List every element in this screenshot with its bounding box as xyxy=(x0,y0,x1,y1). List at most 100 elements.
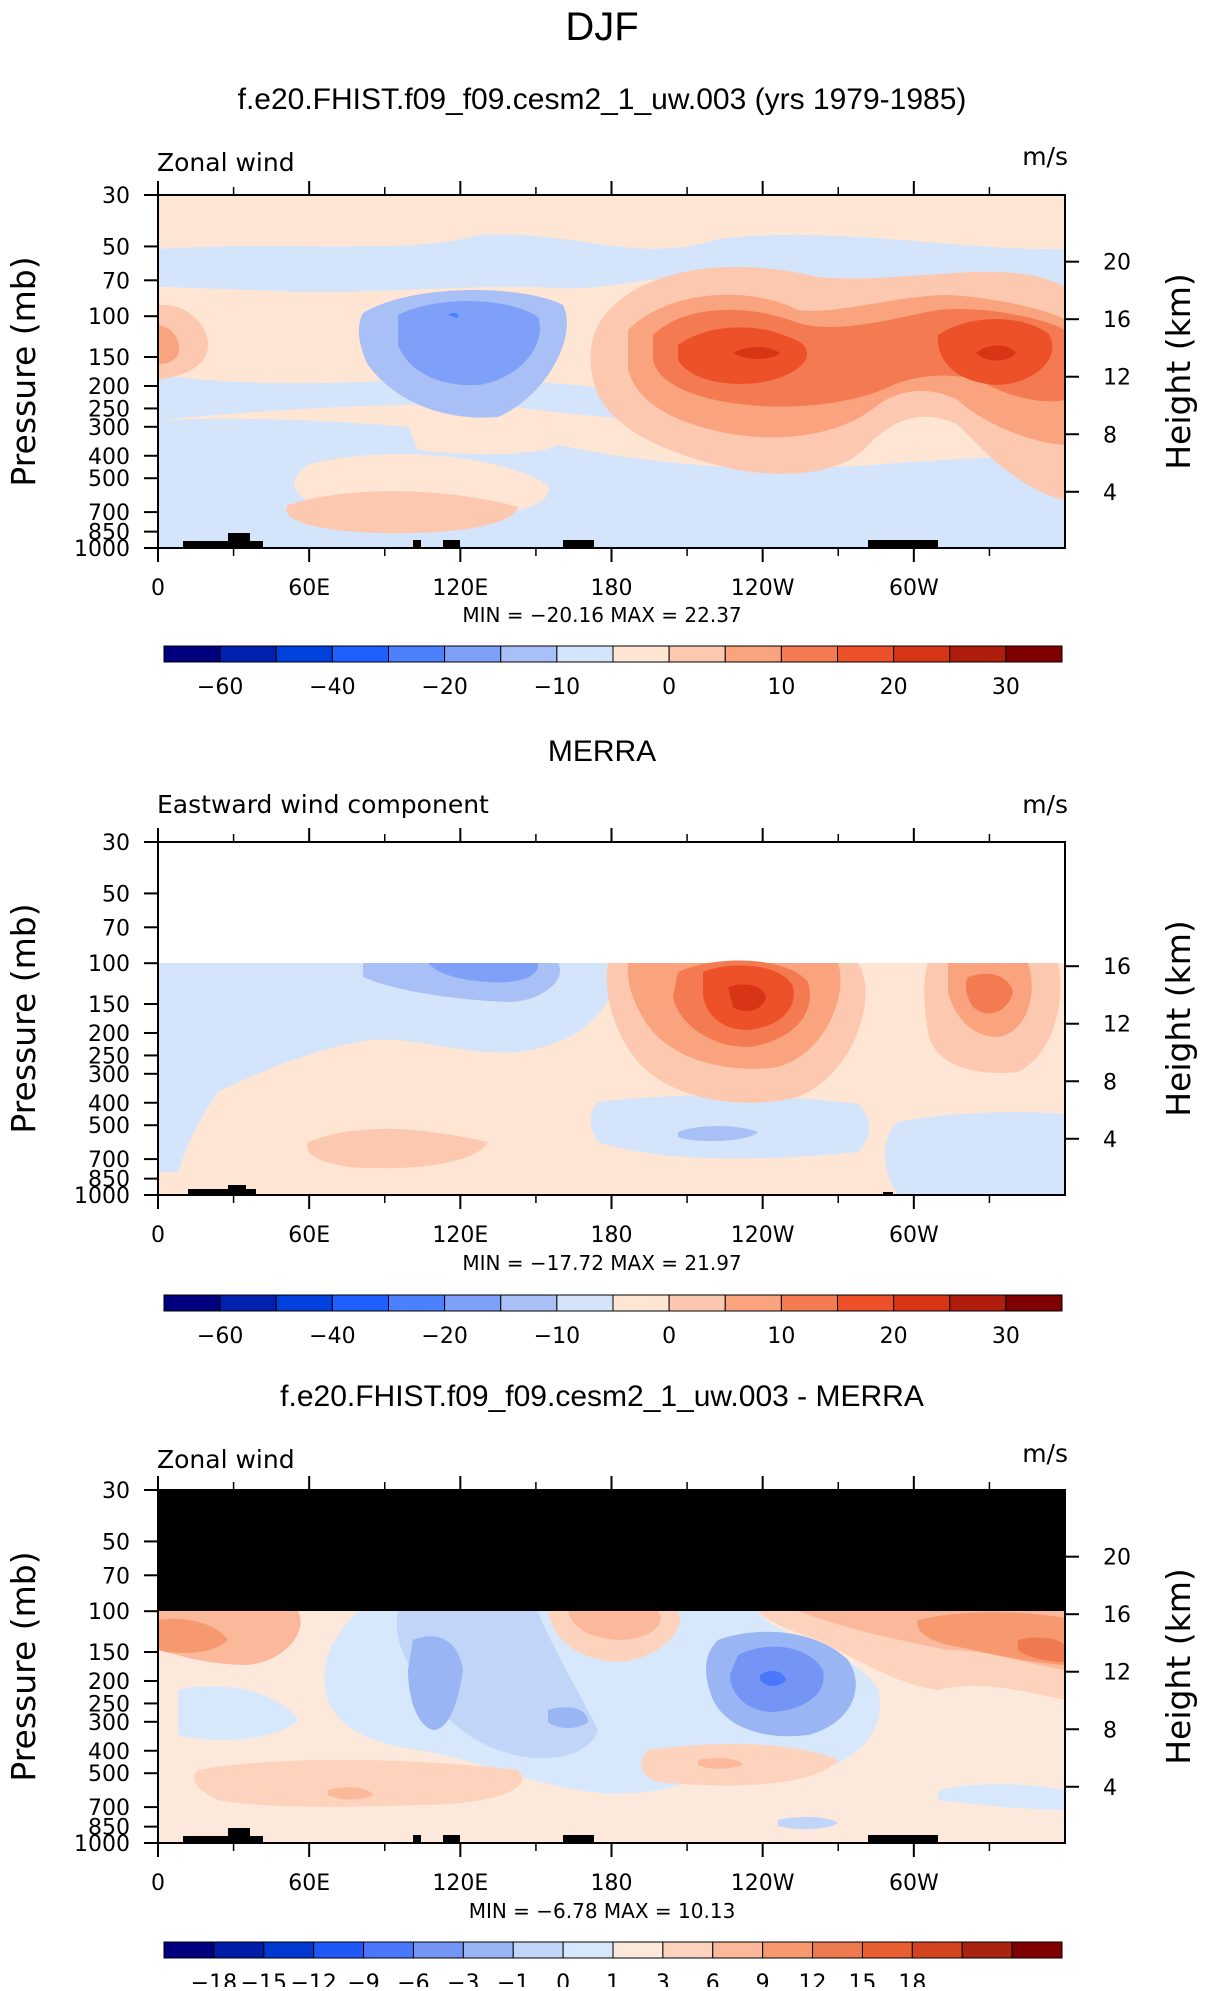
y-axis-title: Pressure (mb) xyxy=(4,1551,43,1781)
y2-tick-label: 20 xyxy=(1103,251,1131,276)
colorbar-label: −12 xyxy=(290,1971,336,1987)
y-tick-label: 400 xyxy=(88,1092,130,1117)
x-tick-label: 120E xyxy=(432,1223,488,1248)
y2-tick-label: 20 xyxy=(1103,1546,1131,1571)
x-tick-label: 60W xyxy=(889,1223,939,1248)
colorbar-box xyxy=(412,1941,464,1959)
y2-axis-title: Height (km) xyxy=(1159,920,1198,1117)
y2-tick-label: 12 xyxy=(1103,1661,1131,1686)
colorbar-box xyxy=(163,1941,215,1959)
colorbar-label: 20 xyxy=(880,675,908,700)
colorbar-box xyxy=(612,1294,670,1312)
colorbar-label: −9 xyxy=(347,1971,379,1987)
x-tick-label: 60W xyxy=(889,1871,939,1896)
y-tick-label: 100 xyxy=(88,1600,130,1625)
y2-tick-label: 16 xyxy=(1103,308,1131,333)
y-tick-label: 50 xyxy=(102,1530,130,1555)
y-tick-label: 30 xyxy=(102,1479,130,1504)
colorbar-box xyxy=(668,645,726,663)
x-tick-label: 0 xyxy=(151,1223,165,1248)
colorbar-box xyxy=(780,1294,838,1312)
colorbar: −60 −40 −20 −10 0 10 20 30 xyxy=(163,1294,1063,1349)
panel-title: f.e20.FHIST.f09_f09.cesm2_1_uw.003 - MER… xyxy=(280,1380,924,1413)
y-tick-label: 1000 xyxy=(74,537,130,562)
plot-area xyxy=(157,841,1066,1196)
x-tick-label: 120E xyxy=(432,576,488,601)
y-tick-label: 70 xyxy=(102,1564,130,1589)
y2-axis-title: Height (km) xyxy=(1159,1568,1198,1765)
colorbar-box xyxy=(213,1941,265,1959)
colorbar-box xyxy=(219,1294,277,1312)
colorbar-box xyxy=(331,645,389,663)
colorbar-label: 6 xyxy=(706,1971,720,1987)
min-max-label: MIN = −20.16 MAX = 22.37 xyxy=(462,603,741,627)
colorbar-box xyxy=(500,645,558,663)
x-tick-label: 60E xyxy=(288,576,330,601)
y-tick-label: 1000 xyxy=(74,1832,130,1857)
colorbar-box xyxy=(861,1941,913,1959)
y-tick-label: 1000 xyxy=(74,1184,130,1209)
contour-field xyxy=(158,1490,1065,1843)
colorbar-label: −40 xyxy=(309,675,355,700)
colorbar-box xyxy=(837,645,895,663)
colorbar-box xyxy=(388,1294,446,1312)
colorbar-box xyxy=(444,645,502,663)
colorbar-box xyxy=(712,1941,764,1959)
colorbar-label: −10 xyxy=(534,675,580,700)
colorbar-label: 30 xyxy=(992,675,1020,700)
panel-units: m/s xyxy=(1022,790,1068,819)
colorbar-label: 3 xyxy=(656,1971,670,1987)
y2-tick-label: 12 xyxy=(1103,366,1131,391)
min-max-label: MIN = −17.72 MAX = 21.97 xyxy=(462,1251,741,1275)
panel-1: f.e20.FHIST.f09_f09.cesm2_1_uw.003 (yrs … xyxy=(4,83,1198,700)
panel-field-label: Zonal wind xyxy=(157,1445,295,1474)
colorbar: −18 −15 −12 −9 −6 −3 −1 0 1 3 6 9 12 15 18 xyxy=(163,1941,1063,1991)
colorbar-box xyxy=(388,645,446,663)
x-tick-label: 60W xyxy=(889,576,939,601)
x-tick-label: 180 xyxy=(591,576,633,601)
y-tick-label: 100 xyxy=(88,305,130,330)
y-tick-label: 200 xyxy=(88,1670,130,1695)
y-tick-label: 400 xyxy=(88,445,130,470)
panel-title: MERRA xyxy=(548,735,656,768)
colorbar-box xyxy=(444,1294,502,1312)
y2-axis-title: Height (km) xyxy=(1159,273,1198,470)
colorbar-label: −20 xyxy=(421,1324,467,1349)
colorbar-box xyxy=(363,1941,414,1959)
plot-area xyxy=(157,194,1066,549)
colorbar-box xyxy=(961,1941,1013,1959)
colorbar-box xyxy=(668,1294,726,1312)
colorbar-box xyxy=(724,1294,782,1312)
colorbar-label: 0 xyxy=(556,1971,570,1987)
colorbar-box xyxy=(562,1941,614,1959)
colorbar-label: 1 xyxy=(606,1971,620,1987)
colorbar-box xyxy=(662,1941,714,1959)
x-tick-label: 120E xyxy=(432,1871,488,1896)
y-tick-label: 300 xyxy=(88,1711,130,1736)
colorbar-label: 9 xyxy=(756,1971,770,1987)
y2-tick-label: 4 xyxy=(1103,481,1117,506)
y-tick-label: 500 xyxy=(88,1762,130,1787)
panel-field-label: Eastward wind component xyxy=(157,790,489,819)
y-tick-label: 150 xyxy=(88,993,130,1018)
y-tick-label: 300 xyxy=(88,1063,130,1088)
x-tick-label: 120W xyxy=(731,1223,795,1248)
colorbar-box xyxy=(949,1294,1007,1312)
colorbar-label: 12 xyxy=(799,1971,827,1987)
colorbar-label: 10 xyxy=(767,675,795,700)
colorbar-box xyxy=(837,1294,895,1312)
panel-2: MERRA Eastward wind component m/s xyxy=(4,735,1198,1349)
colorbar-box xyxy=(331,1294,389,1312)
colorbar-box xyxy=(275,645,333,663)
page-title: DJF xyxy=(565,5,638,49)
colorbar-label: −10 xyxy=(534,1324,580,1349)
y-tick-label: 850 xyxy=(88,1816,130,1841)
colorbar-box xyxy=(612,645,670,663)
colorbar-label: −40 xyxy=(309,1324,355,1349)
colorbar-label: 10 xyxy=(767,1324,795,1349)
colorbar-box xyxy=(263,1941,315,1959)
y2-tick-label: 4 xyxy=(1103,1128,1117,1153)
colorbar-box xyxy=(275,1294,333,1312)
